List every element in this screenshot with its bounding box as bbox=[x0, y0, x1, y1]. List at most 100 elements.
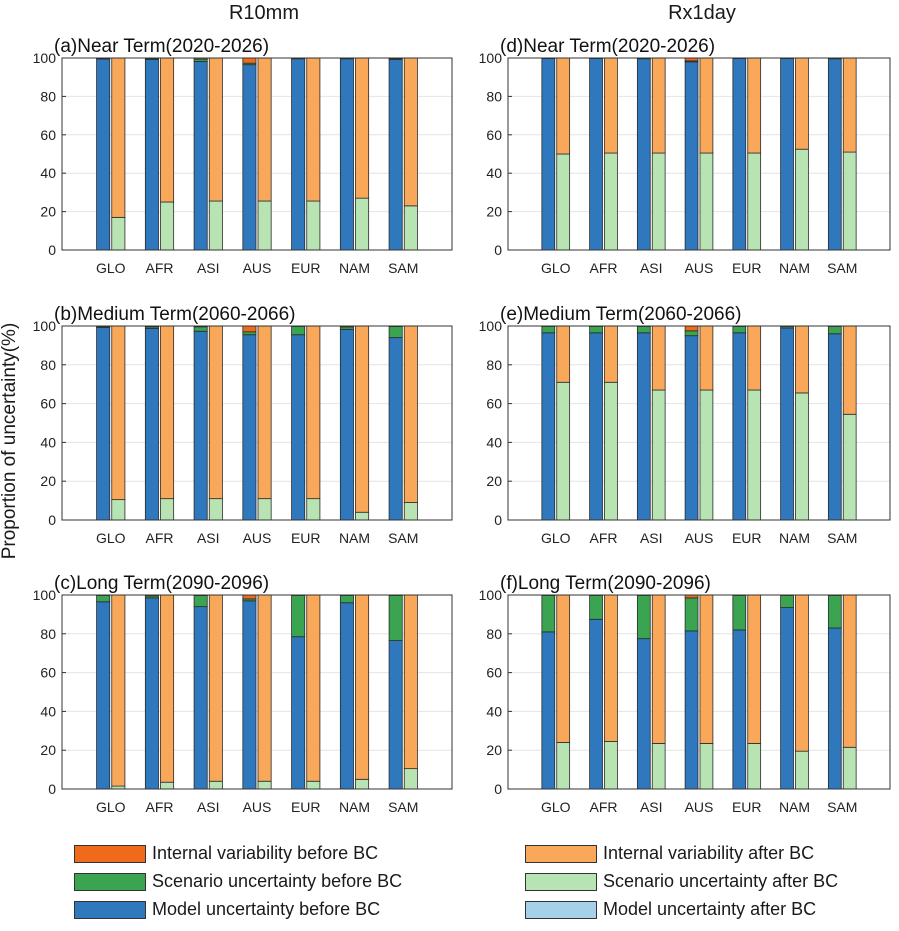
bar-segment-scenario-eur bbox=[747, 152, 762, 251]
bar-segment-scenario-afr bbox=[589, 594, 603, 620]
bar-segment-scenario-aus bbox=[699, 743, 714, 790]
bar-segment-scenario-eur bbox=[306, 498, 321, 521]
bar-segment-scenario-afr bbox=[604, 741, 618, 790]
bar-segment-internal-eur bbox=[306, 57, 321, 202]
bar-segment-scenario-eur bbox=[291, 594, 306, 638]
bar-segment-internal-eur bbox=[306, 594, 321, 782]
x-tick-label: ASI bbox=[197, 799, 220, 815]
bar-segment-model-aus bbox=[684, 630, 699, 790]
y-tick-label: 40 bbox=[40, 165, 56, 181]
y-tick-label: 40 bbox=[40, 703, 56, 719]
bar-segment-scenario-sam bbox=[842, 151, 857, 251]
bar-segment-scenario-eur bbox=[306, 780, 321, 790]
bar-segment-scenario-sam bbox=[388, 326, 403, 339]
bar-segment-model-sam bbox=[388, 640, 403, 790]
bar-segment-scenario-glo bbox=[111, 216, 126, 251]
bar-segment-scenario-nam bbox=[780, 594, 794, 609]
bar-segment-model-nam bbox=[780, 327, 794, 521]
y-tick-label: 0 bbox=[494, 512, 502, 528]
bar-segment-model-nam bbox=[780, 607, 794, 790]
axes-frame bbox=[507, 594, 891, 790]
bar-segment-model-asi bbox=[636, 638, 651, 790]
x-tick-label: AFR bbox=[146, 530, 174, 546]
bar-segment-internal-glo bbox=[111, 57, 126, 218]
y-tick-label: 0 bbox=[48, 242, 56, 258]
bar-segment-scenario-afr bbox=[604, 381, 618, 521]
x-tick-label: EUR bbox=[732, 799, 762, 815]
bar-segment-scenario-eur bbox=[747, 389, 762, 521]
legend-swatch-scenario-before bbox=[74, 872, 146, 891]
y-tick-label: 100 bbox=[33, 587, 57, 603]
panel-title: (f)Long Term(2090-2096) bbox=[500, 573, 711, 594]
bar-segment-scenario-eur bbox=[291, 325, 306, 336]
x-tick-label: GLO bbox=[96, 799, 126, 815]
panel-title: (b)Medium Term(2060-2066) bbox=[54, 304, 295, 325]
bar-segment-scenario-nam bbox=[339, 594, 354, 604]
y-tick-label: 60 bbox=[40, 127, 56, 143]
bar-segment-scenario-afr bbox=[160, 781, 175, 790]
y-tick-label: 40 bbox=[486, 165, 502, 181]
x-tick-label: SAM bbox=[388, 799, 418, 815]
bar-segment-internal-aus bbox=[257, 325, 272, 500]
bar-segment-internal-afr bbox=[604, 57, 618, 154]
x-tick-label: GLO bbox=[541, 260, 571, 276]
bar-segment-scenario-eur bbox=[732, 325, 747, 334]
y-tick-label: 20 bbox=[486, 473, 502, 489]
bar-segment-scenario-sam bbox=[388, 594, 403, 641]
bar-segment-scenario-sam bbox=[827, 325, 842, 335]
x-tick-label: AFR bbox=[146, 260, 174, 276]
bar-segment-internal-glo bbox=[556, 57, 571, 155]
x-tick-label: NAM bbox=[339, 260, 370, 276]
chart-panel-c: 0 20 40 60 80 100 GLO AFR ASI AUS EUR NAM SAM (c)Long… bbox=[33, 573, 453, 815]
bar-segment-model-glo bbox=[541, 332, 556, 521]
bar-segment-scenario-sam bbox=[403, 768, 418, 790]
legend-swatch-model-before bbox=[74, 900, 146, 919]
bar-segment-model-eur bbox=[291, 58, 306, 251]
bar-segment-model-eur bbox=[291, 334, 306, 521]
bar-segment-internal-eur bbox=[306, 325, 321, 500]
bar-segment-scenario-aus bbox=[699, 389, 714, 521]
chart-panel-f: 0 20 40 60 80 100 GLO AFR ASI AUS EUR NAM SAM (f)Long… bbox=[479, 573, 891, 815]
bar-segment-model-glo bbox=[96, 601, 111, 790]
bar-segment-scenario-glo bbox=[541, 594, 556, 633]
axes-frame bbox=[61, 325, 453, 521]
y-tick-label: 40 bbox=[486, 703, 502, 719]
bar-segment-model-aus bbox=[242, 64, 257, 251]
legend-swatch-internal-before bbox=[74, 844, 146, 863]
bar-segment-internal-glo bbox=[556, 325, 571, 383]
bar-segment-scenario-asi bbox=[208, 498, 223, 521]
chart-panel-e: 0 20 40 60 80 100 GLO AFR ASI AUS EUR NAM SAM (e)Medi… bbox=[479, 304, 891, 546]
bar-segment-model-eur bbox=[291, 636, 306, 790]
bar-segment-model-afr bbox=[144, 58, 159, 251]
y-tick-label: 20 bbox=[40, 742, 56, 758]
bar-segment-model-glo bbox=[541, 631, 556, 790]
bar-segment-scenario-nam bbox=[355, 511, 370, 521]
bar-segment-scenario-sam bbox=[403, 205, 418, 251]
x-tick-label: AUS bbox=[243, 530, 272, 546]
bar-segment-internal-nam bbox=[795, 57, 809, 150]
bar-segment-internal-aus bbox=[684, 325, 699, 332]
y-tick-label: 100 bbox=[33, 50, 57, 66]
x-tick-label: AUS bbox=[685, 530, 714, 546]
bar-segment-model-aus bbox=[684, 335, 699, 521]
bar-segment-model-aus bbox=[684, 61, 699, 251]
bar-segment-model-sam bbox=[827, 627, 842, 790]
legend-label: Internal variability before BC bbox=[152, 843, 379, 863]
legend-swatch-internal-after bbox=[525, 844, 597, 863]
bar-segment-internal-asi bbox=[651, 57, 666, 154]
bar-segment-scenario-glo bbox=[556, 742, 571, 790]
y-tick-label: 80 bbox=[486, 88, 502, 104]
bar-segment-internal-eur bbox=[747, 594, 762, 744]
x-tick-label: SAM bbox=[827, 530, 857, 546]
y-tick-label: 60 bbox=[40, 396, 56, 412]
y-tick-label: 20 bbox=[40, 204, 56, 220]
x-tick-label: SAM bbox=[827, 799, 857, 815]
bar-segment-internal-afr bbox=[160, 57, 175, 203]
bar-segment-scenario-afr bbox=[160, 201, 175, 251]
x-tick-label: ASI bbox=[197, 260, 220, 276]
bar-segment-scenario-sam bbox=[827, 594, 842, 629]
bar-segment-scenario-glo bbox=[96, 594, 111, 603]
x-tick-label: NAM bbox=[339, 530, 370, 546]
bar-segment-scenario-afr bbox=[160, 498, 175, 521]
bar-segment-scenario-glo bbox=[111, 499, 126, 521]
